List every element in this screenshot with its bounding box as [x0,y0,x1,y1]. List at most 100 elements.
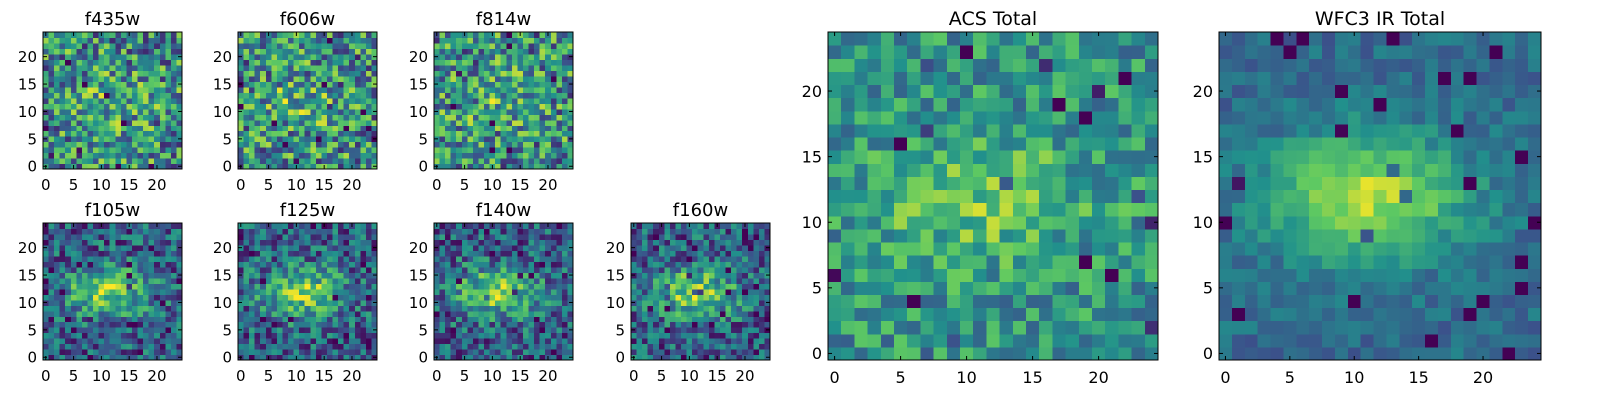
heatmap-cell [43,152,50,159]
heatmap-cell [658,316,665,323]
heatmap-cell [686,332,693,339]
heatmap-cell [556,354,563,361]
heatmap-cell [154,75,161,82]
heatmap-cell [43,310,50,317]
heatmap-cell [686,261,693,268]
heatmap-cell [338,59,345,66]
heatmap-cell [495,64,502,71]
heatmap-cell [87,266,94,273]
heatmap-cell [137,233,144,241]
heatmap-cell [456,75,463,82]
heatmap-cell [338,338,345,345]
heatmap-cell [478,97,485,104]
heatmap-cell [276,147,284,154]
heatmap-cell [647,228,654,235]
heatmap-cell [472,75,480,82]
heatmap-cell [349,349,356,356]
heatmap-cell [567,338,574,345]
heatmap-cell [1078,202,1093,217]
heatmap-cell [556,81,563,88]
heatmap-cell [310,299,317,306]
heatmap-cell [131,310,139,317]
heatmap-cell [642,233,649,241]
heatmap-cell [70,305,77,312]
heatmap-cell [484,147,491,154]
heatmap-cell [1026,241,1040,256]
heatmap-cell [736,255,743,262]
heatmap-cell [534,141,541,148]
heatmap-cell [725,239,732,246]
heatmap-cell [126,59,133,66]
heatmap-cell [76,37,83,44]
heatmap-cell [484,332,491,339]
heatmap-cell [76,349,83,356]
heatmap-cell [567,152,574,159]
heatmap-cell [338,354,345,361]
heatmap-cell [321,86,328,93]
axes-frame [42,222,183,361]
heatmap-cell [249,81,256,88]
heatmap-cell [669,316,677,323]
heatmap-cell [636,233,643,241]
heatmap-cell [137,338,144,345]
heatmap-cell [445,223,452,230]
heatmap-cell [708,261,715,268]
heatmap-cell [669,261,677,268]
heatmap-cell [534,223,541,230]
heatmap-cell [500,354,507,361]
heatmap-cell [137,103,144,110]
heatmap-cell [545,48,552,55]
heatmap-cell [697,255,704,262]
heatmap-cell [165,59,172,66]
heatmap-cell [243,114,250,121]
heatmap-cell [54,158,61,165]
heatmap-cell [506,250,513,257]
heatmap-cell [304,81,311,88]
heatmap-cell [450,233,457,241]
heatmap-cell [561,136,569,143]
heatmap-cell [148,266,155,273]
heatmap-cell [1012,268,1027,282]
heatmap-cell [126,250,133,257]
heatmap-cell [115,255,122,262]
heatmap-cell [920,268,935,282]
heatmap-cell [894,281,908,295]
heatmap-cell [731,277,738,284]
heatmap-cell [109,37,116,44]
heatmap-cell [104,86,111,93]
heatmap-cell [697,354,704,361]
heatmap-cell [365,32,373,39]
heatmap-cell [299,244,306,251]
heatmap-cell [120,114,127,121]
heatmap-cell [522,294,530,301]
heatmap-cell [143,75,150,82]
heatmap-cell [681,277,688,284]
heatmap-cell [1039,163,1053,177]
heatmap-cell [131,349,139,356]
heatmap-cell [299,310,306,317]
heatmap-cell [87,288,94,295]
heatmap-cell [461,338,468,345]
heatmap-cell [522,277,530,284]
heatmap-cell [131,130,139,137]
axes-frame [237,222,378,361]
heatmap-cell [365,152,373,159]
heatmap-cell [120,316,127,323]
heatmap-cell [93,272,100,279]
heatmap-cell [293,272,300,279]
heatmap-cell [321,64,328,71]
heatmap-cell [349,114,356,121]
heatmap-cell [445,228,452,235]
heatmap-cell [522,125,530,132]
heatmap-cell [65,114,72,121]
heatmap-cell [539,75,546,82]
heatmap-cell [126,277,133,284]
x-tick-label: 5 [69,176,79,194]
heatmap-cell [170,261,178,268]
heatmap-cell [920,228,935,243]
heatmap-cell [143,97,150,104]
heatmap-cell [445,255,452,262]
heatmap-cell [758,294,766,301]
heatmap-cell [556,261,563,268]
